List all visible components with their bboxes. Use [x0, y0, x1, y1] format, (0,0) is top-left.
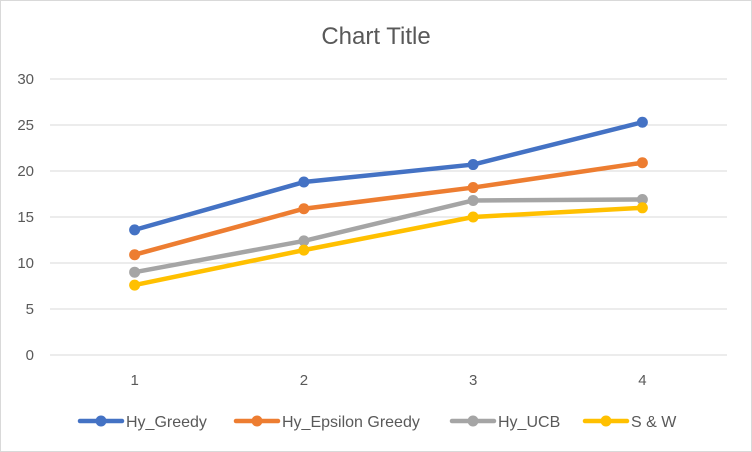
y-tick-label-10: 10 — [17, 255, 34, 272]
data-point-hy-greedy-4 — [636, 116, 648, 128]
data-point-hy-greedy-2 — [298, 176, 310, 188]
legend-marker-s-w — [600, 415, 612, 427]
x-tick-label-4: 4 — [638, 372, 646, 389]
data-point-hy-epsilon-greedy-1 — [129, 249, 141, 261]
data-point-s-w-2 — [298, 244, 310, 256]
legend-marker-hy-greedy — [95, 415, 107, 427]
legend-marker-hy-ucb — [467, 415, 479, 427]
y-tick-label-30: 30 — [17, 71, 34, 88]
chart-title: Chart Title — [321, 23, 430, 50]
y-tick-label-20: 20 — [17, 163, 34, 180]
x-tick-label-3: 3 — [469, 372, 477, 389]
data-point-hy-ucb-3 — [467, 194, 479, 206]
legend-label-hy-epsilon-greedy: Hy_Epsilon Greedy — [282, 414, 420, 431]
gridlines — [50, 78, 727, 356]
data-point-hy-ucb-2 — [298, 235, 310, 247]
y-tick-label-25: 25 — [17, 117, 34, 134]
x-tick-label-2: 2 — [300, 372, 308, 389]
x-axis-ticks: 1 2 3 4 — [130, 372, 646, 389]
data-point-hy-epsilon-greedy-4 — [636, 157, 648, 169]
legend-marker-hy-epsilon-greedy — [251, 415, 263, 427]
y-axis-ticks: 0 5 10 15 20 25 30 — [17, 71, 34, 364]
series-line-s-w — [132, 205, 645, 288]
x-tick-label-1: 1 — [130, 372, 138, 389]
data-point-s-w-4 — [636, 202, 648, 214]
legend-label-s-w: S & W — [631, 414, 677, 431]
data-point-s-w-1 — [129, 279, 141, 291]
data-point-hy-ucb-1 — [129, 266, 141, 278]
series-line-hy-greedy — [132, 119, 645, 233]
legend: Hy_Greedy Hy_Epsilon Greedy Hy_UCB S & W — [77, 414, 677, 431]
series-line-hy-epsilon-greedy — [132, 160, 645, 257]
data-point-hy-epsilon-greedy-2 — [298, 203, 310, 215]
data-point-hy-epsilon-greedy-3 — [467, 182, 479, 194]
legend-label-hy-ucb: Hy_UCB — [498, 414, 560, 431]
data-point-hy-greedy-1 — [129, 224, 141, 236]
y-tick-label-15: 15 — [17, 209, 34, 226]
y-tick-label-0: 0 — [26, 347, 34, 364]
y-tick-label-5: 5 — [26, 301, 34, 318]
series-line-hy-ucb — [132, 197, 645, 275]
data-point-s-w-3 — [467, 211, 479, 223]
data-point-hy-greedy-3 — [467, 159, 479, 171]
legend-label-hy-greedy: Hy_Greedy — [126, 414, 207, 431]
data-point-hy-ucb-4 — [636, 194, 648, 206]
series-group — [129, 116, 648, 291]
